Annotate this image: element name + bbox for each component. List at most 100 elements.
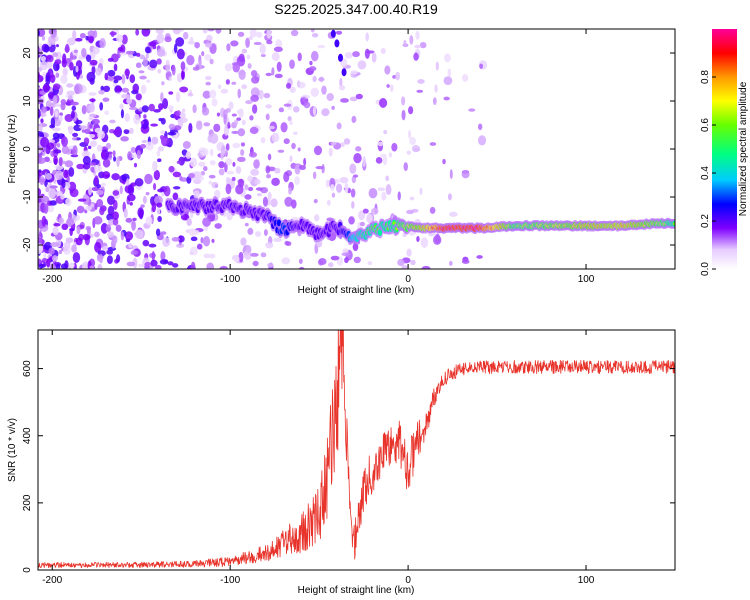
spectrogram-noise-cell	[382, 155, 388, 166]
spectrogram-noise-cell	[81, 47, 87, 58]
spectrogram-noise-cell	[121, 93, 130, 99]
spectrogram-noise-cell	[213, 123, 221, 133]
spectrogram-noise-cell	[150, 259, 158, 267]
spectrogram-noise-cell	[145, 141, 154, 151]
spectrogram-noise-cell	[371, 52, 377, 63]
spectrogram-noise-cell	[61, 58, 67, 68]
spectrogram-noise-cell	[283, 171, 290, 183]
spectrogram-noise-cell	[148, 243, 157, 248]
spectrogram-noise-cell	[230, 40, 239, 47]
spectrogram-noise-cell	[71, 244, 77, 253]
spectrogram-noise-cell	[349, 96, 358, 102]
spectrogram-noise-cell	[141, 29, 151, 37]
colorbar-tick-label: 0.8	[700, 70, 711, 84]
spectrogram-noise-cell	[107, 57, 114, 62]
spectrogram-noise-cell	[205, 42, 213, 48]
spectrogram-noise-cell	[127, 184, 135, 196]
spectrogram-noise-cell	[202, 235, 211, 247]
spectrogram-noise-cell	[66, 83, 74, 88]
spectrogram-noise-cell	[355, 146, 362, 152]
spectrogram-noise-cell	[216, 112, 221, 117]
spectrogram-noise-cell	[99, 253, 103, 264]
spectrogram-noise-cell	[252, 104, 258, 114]
spectrogram-noise-cell	[115, 224, 122, 232]
y-tick-label: 0	[22, 567, 33, 573]
spectrogram-noise-cell	[416, 89, 424, 93]
spectrogram-noise-cell	[158, 103, 164, 111]
spectrogram-noise-cell	[96, 189, 104, 195]
spectrogram-noise-cell	[48, 187, 57, 199]
spectrogram-noise-cell	[68, 95, 73, 101]
spectrogram-noise-cell	[192, 66, 200, 71]
spectrogram-noise-cell	[401, 264, 409, 269]
spectrogram-noise-cell	[56, 142, 61, 148]
spectrogram-noise-cell	[241, 48, 248, 54]
spectrogram-noise-cell	[112, 218, 119, 226]
y-tick-label: 200	[22, 494, 33, 511]
spectrogram-noise-cell	[52, 95, 58, 106]
x-tick-label: -200	[42, 274, 62, 285]
spectrogram-streak-cell	[341, 68, 347, 77]
spectrogram-noise-cell	[232, 142, 241, 149]
spectrogram-noise-cell	[86, 71, 96, 82]
spectrogram-noise-cell	[53, 118, 62, 127]
spectrogram-noise-cell	[443, 96, 450, 101]
spectrogram-noise-cell	[232, 162, 236, 167]
spectrogram-noise-cell	[41, 215, 47, 227]
spectrogram-noise-cell	[246, 54, 251, 60]
spectrogram-noise-cell	[152, 182, 157, 191]
spectrogram-noise-cell	[38, 29, 46, 37]
spectrogram-noise-cell	[476, 255, 483, 259]
spectrogram-noise-cell	[76, 205, 85, 214]
spectrogram-noise-cell	[301, 97, 307, 102]
spectrogram-noise-cell	[52, 83, 61, 90]
spectrogram-noise-cell	[447, 68, 452, 78]
spectrogram-noise-cell	[204, 75, 212, 81]
spectrogram-noise-cell	[177, 235, 185, 243]
spectrogram-noise-cell	[129, 201, 133, 206]
spectrogram-noise-cell	[73, 49, 79, 54]
spectrogram-noise-cell	[121, 73, 126, 85]
spectrogram-noise-cell	[161, 81, 165, 86]
spectrogram-noise-cell	[168, 91, 174, 95]
spectrogram-noise-cell	[182, 140, 191, 149]
spectrogram-noise-cell	[130, 146, 137, 154]
spectrogram-noise-cell	[294, 176, 300, 186]
spectrogram-noise-cell	[161, 191, 165, 197]
spectrogram-noise-cell	[153, 108, 161, 113]
spectrogram-noise-cell	[250, 168, 260, 176]
spectrogram-noise-cell	[156, 48, 166, 57]
spectrogram-noise-cell	[160, 251, 166, 262]
spectrogram-noise-cell	[117, 47, 124, 52]
spectrogram-noise-cell	[149, 59, 158, 69]
spectrogram-noise-cell	[186, 176, 192, 184]
spectrogram-noise-cell	[50, 117, 56, 128]
spectrogram-noise-cell	[88, 36, 94, 44]
spectrogram-noise-cell	[54, 59, 62, 65]
spectrogram-noise-cell	[180, 61, 186, 71]
spectrogram-noise-cell	[172, 192, 179, 201]
spectrogram-noise-cell	[266, 174, 272, 179]
spectrogram-noise-cell	[417, 79, 425, 84]
spectrogram-heatmap	[38, 29, 675, 269]
spectrogram-noise-cell	[102, 97, 110, 102]
spectrogram-noise-cell	[176, 48, 185, 60]
spectrogram-noise-cell	[297, 147, 301, 152]
spectrogram-noise-cell	[102, 171, 111, 179]
spectrogram-noise-cell	[236, 117, 242, 121]
spectrogram-noise-cell	[227, 121, 231, 129]
spectrogram-noise-cell	[97, 263, 103, 269]
spectrogram-noise-cell	[381, 191, 387, 201]
spectrogram-noise-cell	[52, 52, 59, 58]
spectrogram-noise-cell	[50, 241, 59, 247]
spectrogram-noise-cell	[379, 98, 388, 108]
spectrogram-noise-cell	[95, 67, 102, 76]
spectrogram-noise-cell	[291, 142, 296, 150]
spectrogram-noise-cell	[79, 32, 86, 39]
spectrogram-noise-cell	[211, 238, 215, 243]
spectrogram-noise-cell	[377, 187, 386, 192]
spectrogram-noise-cell	[296, 80, 301, 88]
spectrogram-noise-cell	[173, 43, 178, 54]
spectrogram-noise-cell	[89, 98, 96, 103]
